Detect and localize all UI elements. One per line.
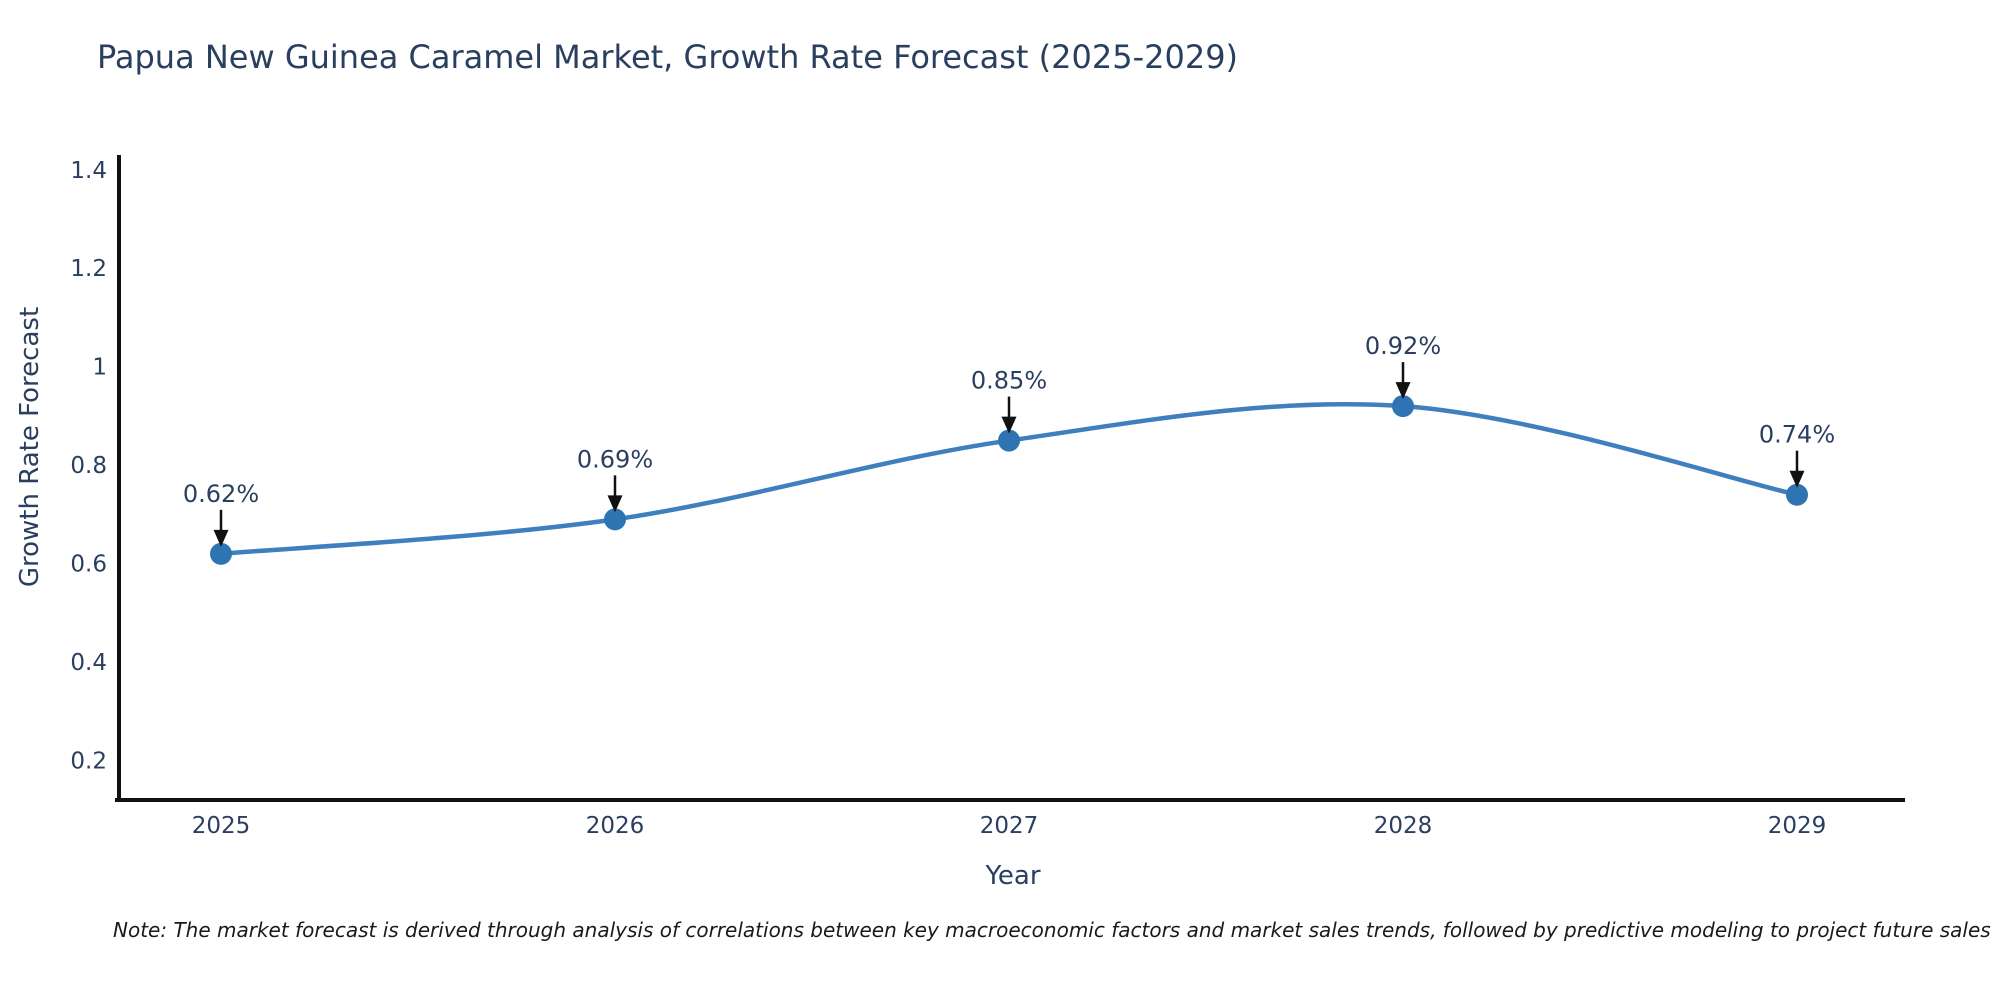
annotation-arrowhead-icon xyxy=(1001,416,1017,434)
data-point-marker xyxy=(1392,395,1414,418)
data-point-marker xyxy=(604,508,626,531)
y-axis-title: Growth Rate Forecast xyxy=(15,306,45,588)
y-tick-label: 1.4 xyxy=(70,158,107,184)
y-tick-label: 0.4 xyxy=(70,650,107,676)
y-tick-label: 1.2 xyxy=(70,256,107,282)
y-tick-label: 0.2 xyxy=(70,749,107,775)
x-axis-title: Year xyxy=(985,861,1041,891)
annotation-label: 0.74% xyxy=(1759,421,1835,449)
y-tick-label: 1 xyxy=(92,355,107,381)
data-point-marker xyxy=(1786,483,1808,506)
x-tick-label: 2026 xyxy=(586,813,645,839)
y-tick-label: 0.6 xyxy=(70,552,107,578)
annotation-arrowhead-icon xyxy=(1789,470,1805,488)
footnote: Note: The market forecast is derived thr… xyxy=(113,918,1991,942)
annotation-label: 0.62% xyxy=(183,480,259,508)
annotation-label: 0.85% xyxy=(971,367,1047,395)
x-tick-label: 2029 xyxy=(1768,813,1827,839)
annotation-arrowhead-icon xyxy=(607,495,623,513)
x-tick-label: 2025 xyxy=(192,813,251,839)
annotation-label: 0.69% xyxy=(577,445,653,473)
data-point-marker xyxy=(210,542,232,565)
annotation-arrowhead-icon xyxy=(213,529,229,547)
annotation-label: 0.92% xyxy=(1365,332,1441,360)
chart-title: Papua New Guinea Caramel Market, Growth … xyxy=(97,38,1239,76)
annotation-arrowhead-icon xyxy=(1395,382,1411,400)
y-tick-label: 0.8 xyxy=(70,453,107,479)
data-point-marker xyxy=(998,429,1020,452)
x-tick-label: 2028 xyxy=(1374,813,1433,839)
x-tick-label: 2027 xyxy=(980,813,1039,839)
